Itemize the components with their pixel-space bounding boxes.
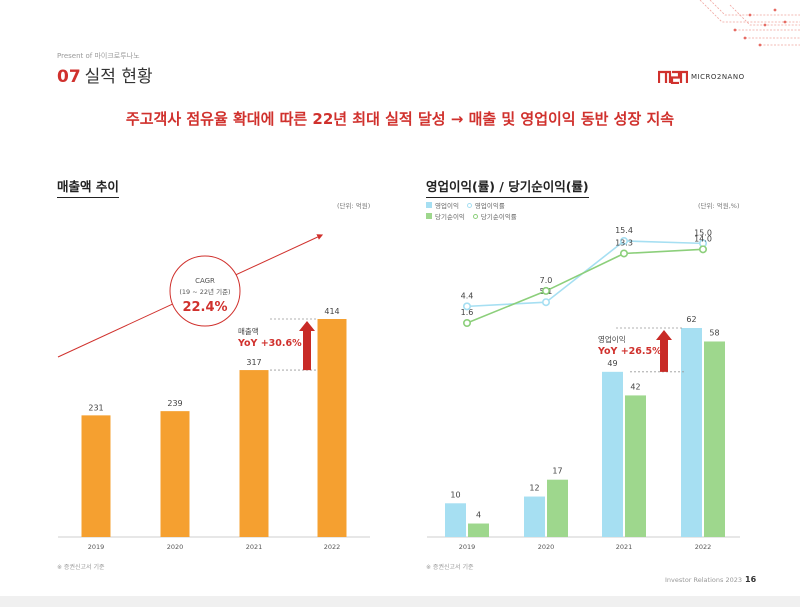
op-profit-value-label: 12: [529, 484, 539, 493]
net-margin-value-label: 1.6: [461, 308, 474, 317]
logo-mark-icon: [658, 70, 688, 84]
op-profit-value-label: 10: [450, 490, 460, 499]
legend-net-rate-swatch: [472, 213, 478, 219]
net-profit-value-label: 4: [476, 511, 481, 520]
revenue-tick-label: 2020: [167, 543, 184, 551]
footer-label: Investor Relations 2023: [665, 576, 742, 584]
op-margin-point: [462, 302, 471, 311]
net-margin-line: [466, 248, 704, 324]
op-profit-bar-2022: [681, 328, 702, 537]
profit-legend-row2: 당기순이익 당기순이익률: [426, 211, 517, 221]
cagr-value: 22.4%: [182, 300, 227, 315]
footer: Investor Relations 2023 16: [665, 575, 756, 584]
legend-op-rate-swatch: [466, 202, 472, 208]
revenue-tick-label: 2021: [246, 543, 263, 551]
net-margin-point: [619, 249, 628, 258]
legend-op-label: 영업이익: [435, 202, 459, 210]
revenue-value-label: 317: [246, 358, 261, 367]
profit-chart-title: 영업이익(률) / 당기순이익(률): [426, 176, 589, 198]
op-profit-value-label: 49: [607, 359, 617, 368]
revenue-tick-label: 2022: [324, 543, 341, 551]
net-profit-bar-2019: [468, 523, 489, 537]
profit-tick-label: 2020: [538, 543, 555, 551]
net-margin-point: [698, 245, 707, 254]
net-profit-bar-2021: [625, 395, 646, 537]
net-margin-value-label: 7.0: [540, 276, 553, 285]
legend-item-op-rate: 영업이익률: [466, 200, 505, 210]
op-margin-value-label: 15.0: [694, 228, 712, 237]
cagr-period: (19 ~ 22년 기준): [179, 287, 230, 296]
revenue-tick-label: 2019: [88, 543, 105, 551]
cagr-label: CAGR: [195, 277, 215, 285]
net-profit-value-label: 17: [552, 467, 562, 476]
net-margin-point: [462, 318, 471, 327]
revenue-value-label: 239: [167, 399, 182, 408]
revenue-bar-2019: [81, 415, 111, 537]
footer-band: [0, 596, 800, 607]
net-profit-value-label: 58: [709, 328, 719, 337]
profit-tick-label: 2021: [616, 543, 633, 551]
legend-net-rate-label: 당기순이익률: [480, 213, 517, 221]
op-profit-bar-2020: [524, 496, 545, 537]
revenue-bar-2021: [239, 370, 269, 537]
legend-net-label: 당기순이익: [435, 213, 465, 221]
profit-tick-label: 2022: [695, 543, 712, 551]
company-logo: MICRO2NANO: [658, 70, 745, 84]
header-subtitle: Present of 마이크로투나노: [57, 52, 140, 60]
profit-tick-label: 2019: [459, 543, 476, 551]
section-number: 07: [57, 67, 81, 87]
op-yoy-label: 영업이익: [598, 334, 626, 344]
logo-text: MICRO2NANO: [691, 73, 745, 81]
net-margin-value-label: 14.0: [694, 234, 712, 243]
legend-net-swatch: [426, 213, 432, 219]
op-yoy-value: YoY +26.5%: [597, 346, 662, 357]
revenue-unit: (단위: 억원): [337, 202, 371, 210]
page-number: 16: [745, 575, 757, 584]
net-margin-point: [541, 286, 550, 295]
revenue-bar-2022: [317, 319, 347, 537]
revenue-value-label: 231: [88, 403, 103, 412]
legend-item-net-rate: 당기순이익률: [472, 211, 517, 221]
revenue-yoy-value: YoY +30.6%: [237, 338, 302, 349]
legend-op-swatch: [426, 202, 432, 208]
op-margin-value-label: 15.4: [615, 226, 633, 235]
op-profit-bar-2021: [602, 371, 623, 537]
legend-item-net: 당기순이익: [426, 211, 465, 221]
headline: 주고객사 점유율 확대에 따른 22년 최대 실적 달성 → 매출 및 영업이익…: [125, 110, 675, 128]
net-profit-bar-2022: [704, 341, 725, 537]
op-margin-point: [541, 298, 550, 307]
revenue-note: ※ 증권신고서 기준: [57, 564, 105, 571]
circuit-decoration: [699, 0, 800, 47]
cagr-circle: [169, 255, 241, 327]
net-margin-value-label: 13.3: [615, 238, 633, 247]
op-margin-value-label: 4.4: [461, 291, 474, 300]
profit-note: ※ 증권신고서 기준: [426, 564, 474, 571]
op-profit-bar-2019: [445, 503, 466, 537]
legend-op-rate-label: 영업이익률: [474, 202, 505, 210]
revenue-yoy-label: 매출액: [238, 326, 259, 336]
net-profit-bar-2020: [547, 479, 568, 537]
op-profit-value-label: 62: [686, 315, 696, 324]
page-title: 07 실적 현황: [57, 62, 153, 87]
legend-item-op: 영업이익: [426, 200, 459, 210]
revenue-bar-2020: [160, 411, 190, 537]
section-title: 실적 현황: [84, 67, 153, 87]
net-profit-value-label: 42: [630, 382, 640, 391]
op-margin-point: [619, 237, 628, 246]
revenue-value-label: 414: [324, 307, 339, 316]
revenue-yoy-arrow-icon: [299, 321, 315, 371]
op-yoy-arrow-icon: [656, 330, 672, 372]
profit-unit: (단위: 억원,%): [698, 202, 740, 210]
profit-legend: 영업이익 영업이익률: [426, 200, 505, 210]
revenue-chart-title: 매출액 추이: [57, 176, 119, 198]
